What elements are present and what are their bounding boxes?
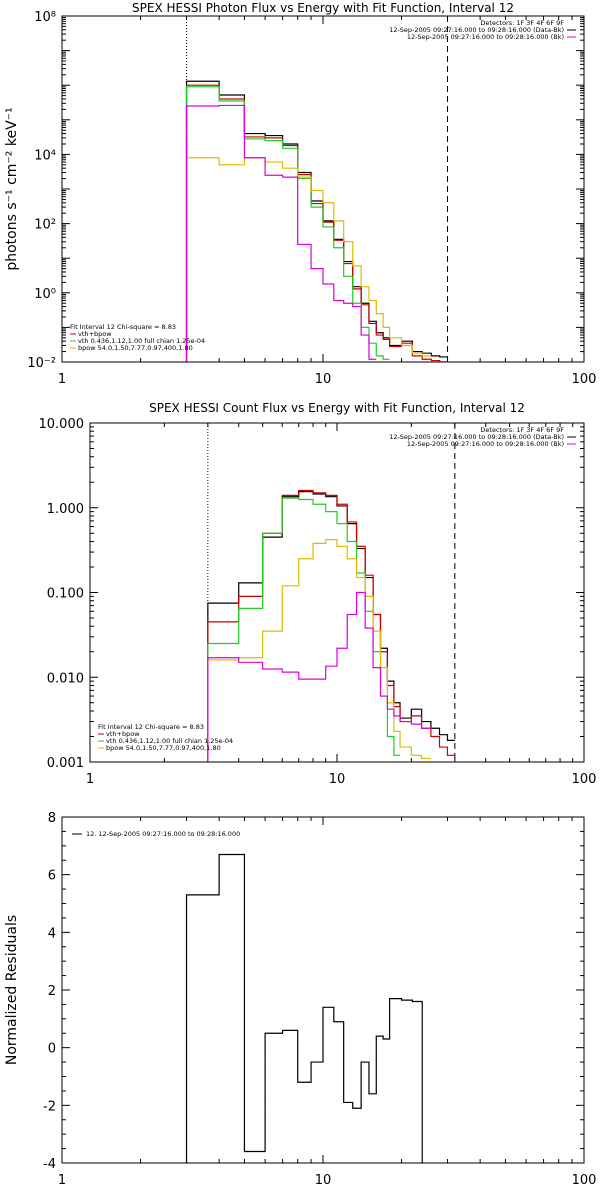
- legend-entry: 12. 12-Sep-2005 09:27:16.000 to 09:28:16…: [86, 830, 240, 838]
- y-tick-label: 1.000: [47, 502, 84, 517]
- x-ticks: 1 10 100: [86, 423, 597, 787]
- y-ticks: 8 6 4 2 0 -2 -4: [43, 811, 584, 1172]
- series-group: [207, 489, 455, 762]
- plot-frame: [61, 816, 585, 1164]
- y-tick-label: 0: [48, 1042, 56, 1057]
- legend-left: Fit Interval 12 Chi-square = 8.83vth+bpo…: [98, 723, 233, 752]
- y-axis-label: Normalized Residuals: [4, 915, 20, 1065]
- legend-left: 12. 12-Sep-2005 09:27:16.000 to 09:28:16…: [72, 830, 240, 838]
- series-vth: [185, 86, 390, 362]
- x-ticks: 1 10 100: [58, 16, 597, 387]
- x-tick-label: 1: [58, 1173, 66, 1188]
- y-tick-label: -4: [43, 1157, 56, 1172]
- y-ticks: 10.000 1.000 0.100 0.010 0.001: [39, 417, 584, 771]
- series-total: [207, 491, 455, 762]
- y-tick-label: 10²: [34, 218, 56, 233]
- y-tick-label: 10⁻²: [27, 356, 56, 371]
- series-bpow: [207, 539, 431, 762]
- y-tick-label: 10⁸: [34, 10, 56, 25]
- x-tick-label: 1: [58, 372, 66, 387]
- legend-entry: 12-Sep-2005 09:27:16.000 to 09:28:16.000…: [407, 33, 564, 41]
- x-tick-label: 100: [572, 372, 597, 387]
- series-group: [185, 853, 423, 1163]
- series-bpow: [185, 157, 432, 362]
- x-tick-label: 10: [315, 372, 332, 387]
- x-tick-label: 10: [315, 1173, 332, 1188]
- chart-panel-2: SPEX HESSI Count Flux vs Energy with Fit…: [39, 401, 597, 787]
- y-tick-label: 0.100: [47, 587, 84, 602]
- series-total: [185, 80, 448, 362]
- y-tick-label: 0.010: [47, 671, 84, 686]
- y-axis-label: photons s⁻¹ cm⁻² keV⁻¹: [4, 107, 20, 270]
- x-tick-label: 10: [329, 772, 346, 787]
- series-residuals: [185, 853, 423, 1163]
- chart-panel-3: 1 10 100 8 6 4 2 0 -2 -4 Normalized Residuals 12. 1…: [4, 811, 596, 1188]
- x-ticks: 1 10 100: [58, 817, 597, 1188]
- legend-entry: vth+bpow: [106, 730, 140, 738]
- y-tick-label: 6: [48, 869, 56, 884]
- chart-title: SPEX HESSI Count Flux vs Energy with Fit…: [149, 401, 525, 415]
- y-ticks: 10⁸ 10⁴ 10² 10⁰ 10⁻²: [27, 10, 584, 371]
- x-tick-label: 1: [86, 772, 94, 787]
- x-tick-label: 100: [572, 772, 597, 787]
- y-tick-label: 0.001: [47, 756, 84, 771]
- series-group: [185, 80, 448, 362]
- legend-entry: vth 0.436,1.12,1.00 full chian 1.25e-04: [78, 337, 205, 345]
- plot-frame: [61, 15, 585, 363]
- y-tick-label: 10⁰: [34, 287, 56, 302]
- y-tick-label: -2: [43, 1099, 56, 1114]
- legend-entry: vth 0.436,1.12,1.00 full chian 1.25e-04: [106, 737, 233, 745]
- legend-entry: Fit Interval 12 Chi-square = 8.83: [70, 323, 176, 331]
- legend-entry: vth+bpow: [78, 330, 112, 338]
- legend-entry: Detectors: 1F 3F 4F 6F 9F: [480, 426, 564, 434]
- legend-entry: 12-Sep-2005 09:27:16.000 to 09:28:16.000…: [407, 440, 564, 448]
- plot-frame: [89, 422, 585, 763]
- legend-entry: 12-Sep-2005 09:27:16.000 to 09:28:16.000…: [389, 26, 564, 34]
- x-tick-label: 100: [572, 1173, 597, 1188]
- series-sum: [185, 84, 448, 362]
- legend-entry: bpow 54.0,1.50,7.77,0.97,400,1.80: [78, 344, 193, 352]
- chart-panel-1: SPEX HESSI Photon Flux vs Energy with Fi…: [4, 1, 596, 387]
- legend-entry: Detectors: 1F 3F 4F 6F 9F: [480, 19, 564, 27]
- y-tick-label: 10.000: [39, 417, 85, 432]
- y-tick-label: 2: [48, 984, 56, 999]
- legend-entry: 12-Sep-2005 09:27:16.000 to 09:28:16.000…: [389, 433, 564, 441]
- series-bk: [207, 591, 431, 762]
- legend-entry: bpow 54.0,1.50,7.77,0.97,400,1.80: [106, 744, 221, 752]
- legend-left: Fit Interval 12 Chi-square = 8.83vth+bpo…: [70, 323, 205, 352]
- series-bk: [185, 104, 377, 362]
- y-tick-label: 10⁴: [34, 148, 56, 163]
- series-sum: [207, 489, 455, 762]
- chart-title: SPEX HESSI Photon Flux vs Energy with Fi…: [132, 1, 514, 15]
- legend-entry: Fit Interval 12 Chi-square = 8.83: [98, 723, 204, 731]
- series-vth: [207, 497, 401, 762]
- y-tick-label: 4: [48, 926, 56, 941]
- y-tick-label: 8: [48, 811, 56, 826]
